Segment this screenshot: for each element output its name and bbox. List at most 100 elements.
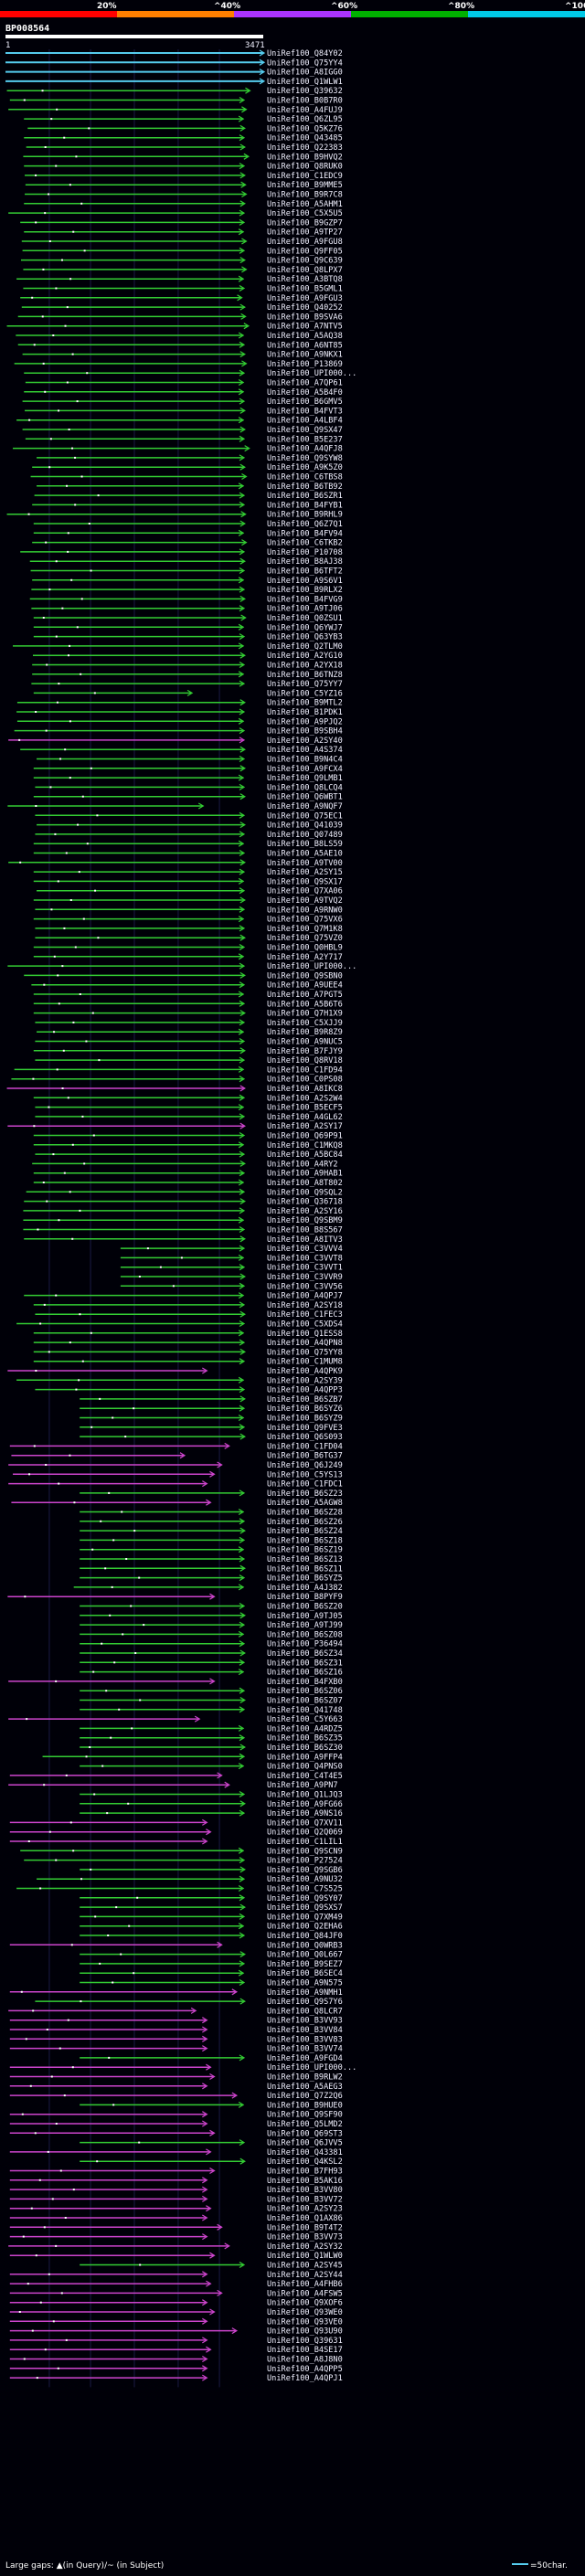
hit-row[interactable]: UniRef100_UPI000... (9, 2063, 357, 2072)
hit-row[interactable]: UniRef100_A8ITV3 (24, 1235, 343, 1245)
hit-row[interactable]: UniRef100_B6SZ13 (80, 1555, 343, 1564)
hit-row[interactable]: UniRef100_B6SZ16 (80, 1669, 343, 1678)
hit-row[interactable]: UniRef100_B9MME5 (25, 181, 343, 190)
hit-row[interactable]: UniRef100_B3VV93 (9, 2017, 343, 2026)
hit-row[interactable]: UniRef100_A9TJ06 (31, 605, 343, 614)
hit-row[interactable]: UniRef100_B6TFT2 (30, 567, 343, 577)
hit-row[interactable]: UniRef100_Q9SCN9 (20, 1847, 343, 1856)
hit-row[interactable]: UniRef100_A8T802 (33, 1179, 343, 1188)
hit-row[interactable]: UniRef100_Q7M1K8 (35, 925, 343, 934)
hit-row[interactable]: UniRef100_A7NTV5 (6, 323, 343, 332)
hit-row[interactable]: UniRef100_A4FHB6 (9, 2280, 343, 2289)
hit-row[interactable]: UniRef100_B6SYZ5 (80, 1574, 343, 1584)
hit-row[interactable]: UniRef100_A4S374 (20, 746, 343, 755)
hit-row[interactable]: UniRef100_Q69P91 (33, 1132, 343, 1141)
hit-row[interactable]: UniRef100_Q9FVE3 (80, 1424, 343, 1433)
hit-row[interactable]: UniRef100_B5GML1 (23, 285, 343, 294)
hit-row[interactable]: UniRef100_Q7XM49 (80, 1913, 343, 1922)
hit-row[interactable]: UniRef100_B3VV83 (9, 2035, 343, 2044)
hit-row[interactable]: UniRef100_A9NQF7 (7, 802, 343, 811)
hit-row[interactable]: UniRef100_B4FVT3 (25, 407, 343, 416)
hit-row[interactable]: UniRef100_B6SZ19 (80, 1546, 343, 1555)
hit-row[interactable]: UniRef100_B6SZ31 (80, 1659, 343, 1668)
hit-row[interactable]: UniRef100_B5AK16 (9, 2177, 343, 2186)
hit-row[interactable]: UniRef100_Q9SGB6 (80, 1866, 343, 1875)
hit-row[interactable]: UniRef100_A9TV00 (8, 859, 343, 868)
hit-row[interactable]: UniRef100_A2SY32 (8, 2242, 343, 2252)
hit-row[interactable]: UniRef100_A5AQ38 (16, 332, 343, 341)
hit-row[interactable]: UniRef100_A9PN7 (8, 1781, 338, 1790)
hit-row[interactable]: UniRef100_C5YZ16 (33, 689, 343, 698)
hit-row[interactable]: UniRef100_Q6YWJ7 (33, 623, 343, 632)
hit-row[interactable]: UniRef100_Q93U90 (9, 2327, 343, 2337)
hit-row[interactable]: UniRef100_A4LBF4 (16, 417, 343, 426)
hit-row[interactable]: UniRef100_A9FG66 (80, 1800, 343, 1809)
hit-row[interactable]: UniRef100_A9TJ99 (80, 1621, 343, 1630)
hit-row[interactable]: UniRef100_B4FV94 (33, 529, 343, 538)
hit-row[interactable]: UniRef100_A8IGG0 (5, 69, 343, 78)
hit-row[interactable]: UniRef100_A9FFP4 (42, 1753, 343, 1762)
hit-row[interactable]: UniRef100_Q69ST3 (9, 2129, 343, 2138)
hit-row[interactable]: UniRef100_B9R8Z9 (37, 1028, 343, 1037)
hit-row[interactable]: UniRef100_C1LIL1 (9, 1838, 343, 1847)
hit-row[interactable]: UniRef100_Q6Z7Q1 (33, 520, 343, 529)
hit-row[interactable]: UniRef100_Q9FF05 (22, 247, 343, 256)
hit-row[interactable]: UniRef100_B6SZ07 (80, 1697, 343, 1706)
hit-row[interactable]: UniRef100_Q75VZ0 (35, 934, 343, 943)
hit-row[interactable]: UniRef100_B9R7C8 (25, 191, 343, 200)
hit-row[interactable]: UniRef100_C1FDC1 (8, 1480, 343, 1489)
hit-row[interactable]: UniRef100_B6SYZ9 (80, 1415, 343, 1424)
hit-row[interactable]: UniRef100_A9K5Z0 (32, 463, 343, 472)
hit-row[interactable]: UniRef100_C1FD94 (14, 1065, 343, 1075)
hit-row[interactable]: UniRef100_C5X5U5 (8, 209, 343, 218)
hit-row[interactable]: UniRef100_Q1ESS8 (33, 1330, 343, 1339)
hit-row[interactable]: UniRef100_Q6ZL95 (24, 115, 343, 124)
hit-row[interactable]: UniRef100_A2SY40 (8, 737, 343, 746)
hit-row[interactable]: UniRef100_B5ECF5 (35, 1104, 343, 1113)
hit-row[interactable]: UniRef100_B4FVG9 (29, 595, 343, 604)
hit-row[interactable]: UniRef100_Q75YY7 (31, 680, 343, 689)
hit-row[interactable]: UniRef100_A8J8N0 (9, 2356, 343, 2365)
hit-row[interactable]: UniRef100_B3VV73 (9, 2233, 343, 2242)
hit-row[interactable]: UniRef100_Q8LPX7 (23, 266, 343, 275)
hit-row[interactable]: UniRef100_B6SZ34 (80, 1649, 343, 1659)
hit-row[interactable]: UniRef100_Q8LCQ4 (35, 783, 343, 792)
hit-row[interactable]: UniRef100_A4QPK9 (7, 1367, 343, 1376)
hit-row[interactable]: UniRef100_B6SZ18 (80, 1536, 343, 1545)
hit-row[interactable]: UniRef100_Q93WE0 (9, 2308, 343, 2317)
hit-row[interactable]: UniRef100_Q41039 (37, 822, 343, 831)
hit-row[interactable]: UniRef100_C3VVV4 (120, 1245, 343, 1254)
hit-row[interactable]: UniRef100_B8AJ38 (29, 557, 343, 567)
hit-row[interactable]: UniRef100_B3VV72 (9, 2195, 343, 2204)
hit-row[interactable]: UniRef100_Q9LMB1 (33, 774, 343, 783)
hit-row[interactable]: UniRef100_Q39632 (6, 87, 343, 96)
hit-row[interactable]: UniRef100_A9FGU8 (21, 238, 343, 247)
hit-row[interactable]: UniRef100_Q84JF0 (80, 1932, 343, 1941)
hit-row[interactable]: UniRef100_B6TB92 (37, 482, 343, 492)
hit-row[interactable]: UniRef100_A4RDZ5 (80, 1724, 343, 1733)
hit-row[interactable]: UniRef100_Q39631 (9, 2337, 343, 2346)
hit-row[interactable]: UniRef100_Q9SY07 (80, 1894, 343, 1903)
hit-row[interactable]: UniRef100_Q7Z2Q6 (9, 2092, 343, 2101)
hit-row[interactable]: UniRef100_C1FEC3 (35, 1310, 343, 1320)
hit-row[interactable]: UniRef100_A4RY2 (32, 1160, 338, 1169)
hit-row[interactable]: UniRef100_A9TP27 (24, 228, 343, 238)
hit-row[interactable]: UniRef100_Q75EC1 (35, 811, 343, 821)
hit-row[interactable]: UniRef100_B9MTL2 (16, 699, 343, 708)
hit-row[interactable]: UniRef100_A9UEE4 (31, 981, 343, 991)
hit-row[interactable]: UniRef100_Q9C639 (20, 257, 343, 266)
hit-row[interactable]: UniRef100_C6TKB2 (32, 539, 343, 548)
hit-row[interactable]: UniRef100_Q5KZ76 (27, 124, 343, 133)
hit-row[interactable]: UniRef100_Q7XV11 (9, 1818, 343, 1828)
hit-row[interactable]: UniRef100_A9FCX4 (33, 765, 343, 774)
hit-row[interactable]: UniRef100_A9N575 (80, 1979, 343, 1988)
hit-row[interactable]: UniRef100_B6SZ20 (80, 1603, 343, 1612)
hit-row[interactable]: UniRef100_Q63YB3 (33, 633, 343, 642)
hit-row[interactable]: UniRef100_A6NT85 (17, 341, 343, 350)
hit-row[interactable]: UniRef100_Q0HBL9 (33, 944, 343, 953)
hit-row[interactable]: UniRef100_Q9SF90 (9, 2111, 343, 2120)
hit-row[interactable]: UniRef100_C7S525 (16, 1885, 343, 1894)
hit-row[interactable]: UniRef100_B3VV74 (9, 2045, 343, 2054)
hit-row[interactable]: UniRef100_B4FYB1 (32, 501, 343, 510)
hit-row[interactable]: UniRef100_C6TBS8 (30, 473, 343, 482)
